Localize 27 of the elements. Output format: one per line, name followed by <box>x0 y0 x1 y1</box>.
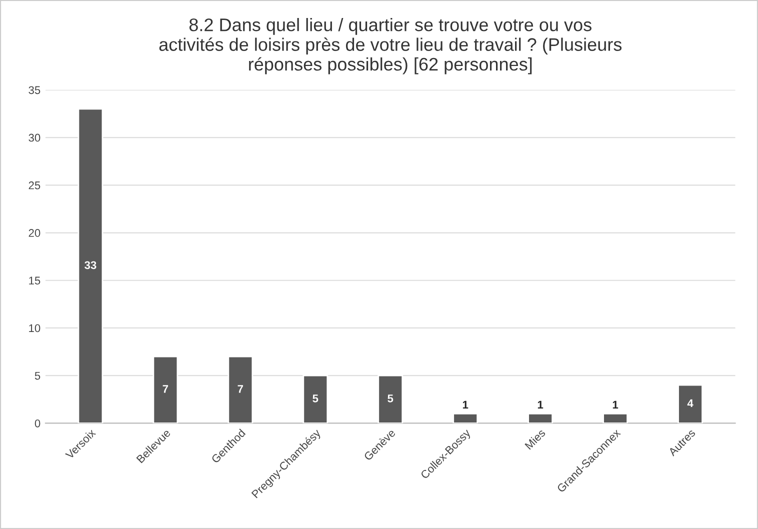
data-label: 7 <box>238 385 244 393</box>
y-tick-label: 10 <box>29 324 40 332</box>
data-label: 5 <box>312 394 318 402</box>
data-label: 33 <box>84 261 96 270</box>
y-tick-label: 0 <box>34 419 40 428</box>
bar <box>152 356 178 424</box>
bar <box>302 374 328 424</box>
y-tick-label: 35 <box>28 86 40 94</box>
bar <box>678 384 703 424</box>
data-label: 5 <box>388 394 394 402</box>
data-label: 4 <box>687 399 694 408</box>
y-tick-label: 15 <box>29 276 40 285</box>
bar <box>78 108 104 424</box>
y-tick-label: 20 <box>28 229 40 237</box>
chart-title: 8.2 Dans quel lieu / quartier se trouve votre ou vos activités de loisirs près de votre lieu de travail ? (Plusieurs réponses possibles) [62 personnes] <box>159 18 622 74</box>
bar <box>378 374 404 424</box>
data-label: 7 <box>162 385 168 393</box>
y-tick-label: 25 <box>28 181 40 190</box>
data-label: 1 <box>612 400 618 409</box>
y-tick-label: 30 <box>28 134 40 142</box>
bar <box>452 412 478 424</box>
bar <box>528 412 554 424</box>
data-label: 1 <box>538 400 544 409</box>
data-label: 1 <box>462 400 468 409</box>
bar <box>228 356 254 424</box>
y-tick-label: 5 <box>34 372 40 380</box>
bar <box>602 412 628 424</box>
